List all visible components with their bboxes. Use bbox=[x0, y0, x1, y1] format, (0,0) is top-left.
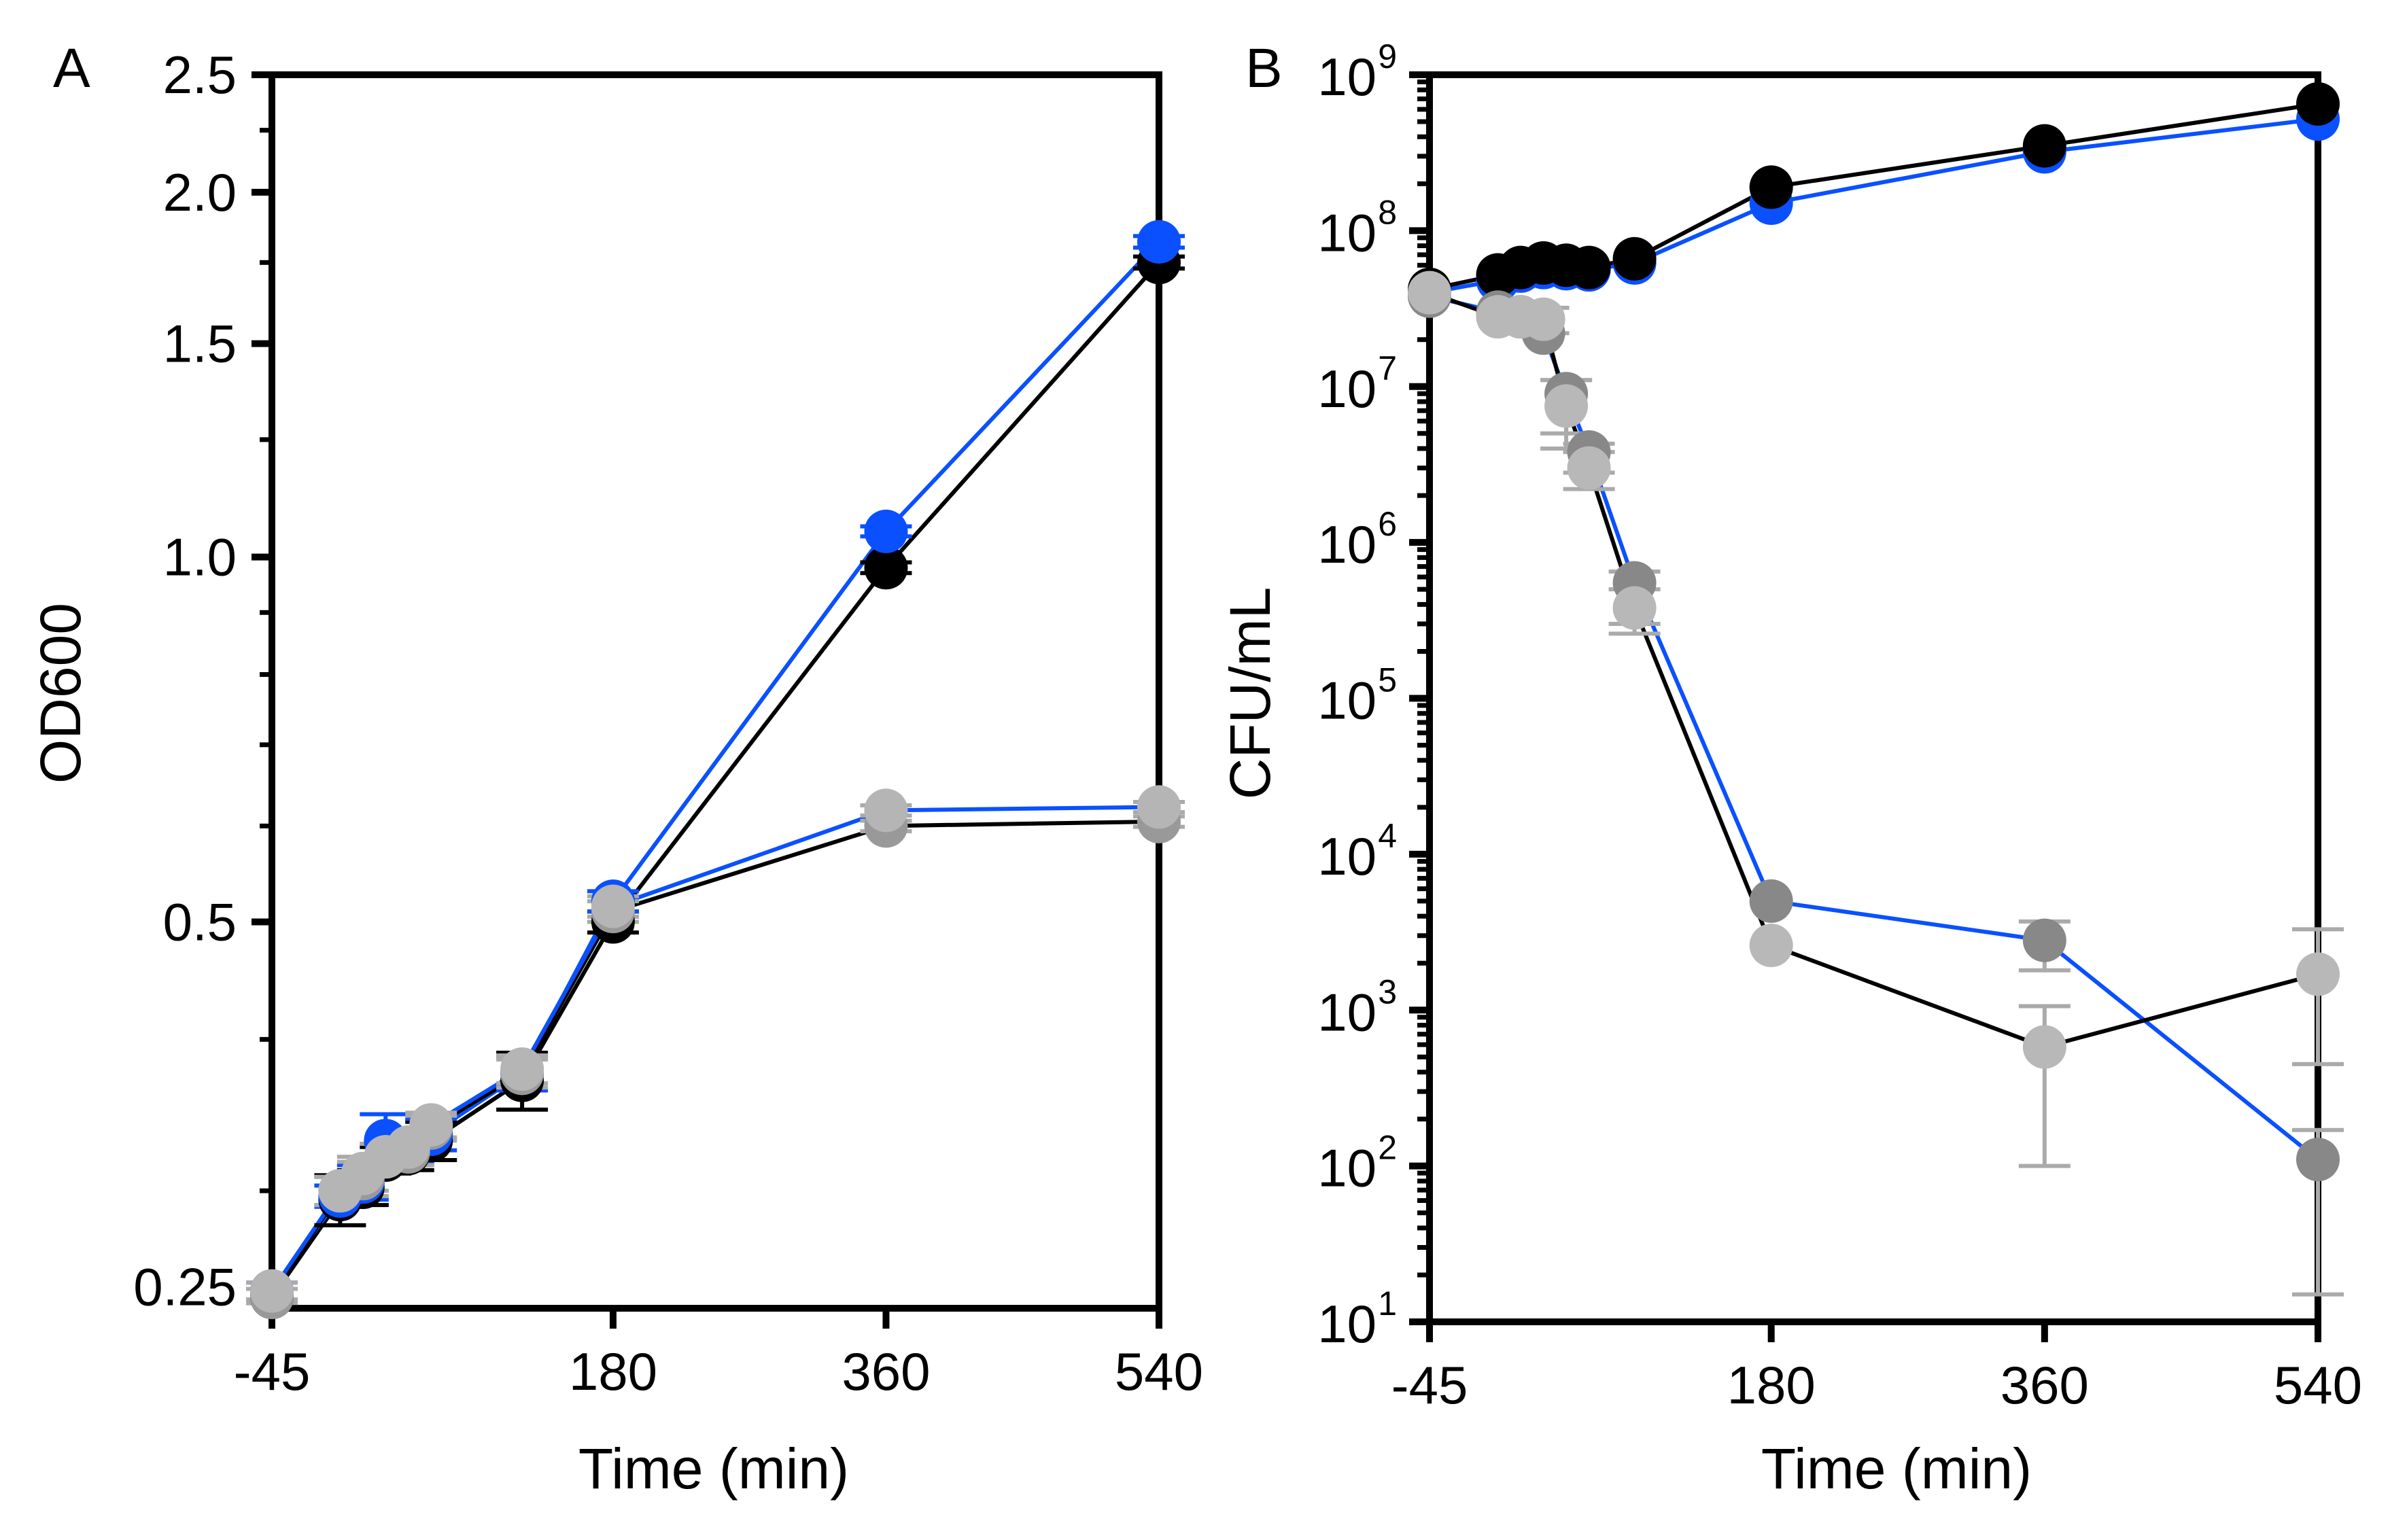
panel-b-y-tick-label: 10 bbox=[1317, 359, 1376, 419]
panel-a-series-3-point bbox=[591, 884, 635, 928]
panel-a-x-tick-label: 360 bbox=[842, 1342, 930, 1401]
panel-b-series-1-point bbox=[2296, 82, 2340, 126]
panel-b-series-3-point bbox=[2296, 952, 2340, 996]
panel-b-y-tick-label: 10 bbox=[1317, 826, 1376, 886]
panel-a-series-3-point bbox=[500, 1047, 544, 1091]
panel-a-axes: -45 180 360 540 0.25 0.5 1.0 1.5 2.0 2.5 bbox=[133, 45, 1203, 1401]
panel-b-y-tick-label: 10 bbox=[1317, 982, 1376, 1042]
panel-b-series-2-point bbox=[2296, 1138, 2340, 1182]
panel-b-y-tick-exponent: 5 bbox=[1378, 661, 1397, 699]
panel-a-y-tick-label: 2.5 bbox=[163, 45, 237, 105]
panel-a-series-1-point bbox=[864, 509, 908, 553]
panel-a: A OD600 Time (min) -45 180 360 540 0.25 0.5 1.… bbox=[29, 37, 1203, 1501]
panel-b-y-axis-title: CFU/mL bbox=[1218, 587, 1282, 800]
panel-a-y-tick-label: 2.0 bbox=[163, 162, 237, 222]
panel-b-series-1-point bbox=[1749, 165, 1793, 209]
panel-b-y-tick-exponent: 3 bbox=[1378, 973, 1397, 1011]
panel-b-y-tick-label: 10 bbox=[1317, 203, 1376, 262]
panel-b-y-tick-exponent: 1 bbox=[1378, 1284, 1397, 1323]
panel-b-series-2-point bbox=[1749, 879, 1793, 923]
panel-b-series-1-point bbox=[1567, 245, 1611, 290]
panel-a-y-tick-label: 1.5 bbox=[163, 314, 237, 374]
panel-b-y-tick-label: 10 bbox=[1317, 47, 1376, 107]
panel-a-series-1-point bbox=[1137, 220, 1181, 264]
panel-a-x-tick-label: -45 bbox=[234, 1342, 311, 1401]
panel-b-y-tick-exponent: 2 bbox=[1378, 1129, 1397, 1167]
panel-b-y-tick-label: 10 bbox=[1317, 1294, 1376, 1354]
panel-a-x-axis-title: Time (min) bbox=[578, 1437, 849, 1501]
panel-a-y-tick-label: 1.0 bbox=[163, 527, 237, 587]
panel-b-x-tick-label: -45 bbox=[1391, 1355, 1468, 1415]
panel-b-series-3-point bbox=[1408, 270, 1451, 315]
panel-b-y-tick-label: 10 bbox=[1317, 514, 1376, 574]
panel-b-y-tick-exponent: 7 bbox=[1378, 349, 1397, 387]
panel-a-x-tick-label: 180 bbox=[569, 1342, 657, 1401]
panel-b-y-tick-exponent: 9 bbox=[1378, 37, 1397, 75]
panel-b-series-3-point bbox=[2022, 1025, 2066, 1069]
panel-b-series-3-point bbox=[1567, 446, 1611, 490]
panel-b-y-tick-label: 10 bbox=[1317, 671, 1376, 731]
panel-a-label: A bbox=[53, 37, 90, 99]
panel-b-series-1-point bbox=[2022, 124, 2066, 168]
panel-a-series-0-point bbox=[864, 546, 908, 590]
panel-b-series-1-point bbox=[1612, 237, 1657, 281]
panel-a-plot-area bbox=[246, 220, 1185, 1320]
panel-a-y-axis-title: OD600 bbox=[29, 603, 92, 784]
panel-a-y-tick-label: 0.25 bbox=[133, 1257, 237, 1316]
panel-b-y-tick-exponent: 6 bbox=[1378, 505, 1397, 543]
panel-b-series-3-point bbox=[1612, 586, 1657, 630]
panel-a-series-2-line bbox=[270, 819, 1160, 1299]
panel-b-series-2-point bbox=[2022, 918, 2066, 962]
panel-b-y-tick-exponent: 8 bbox=[1378, 193, 1397, 231]
panel-b-series-3-point bbox=[1521, 297, 1565, 341]
panel-b-plot-area bbox=[1408, 82, 2344, 1297]
panel-a-series-3-point bbox=[250, 1269, 294, 1313]
panel-a-frame bbox=[269, 71, 1162, 1312]
panel-a-series-3-point bbox=[1137, 785, 1181, 829]
panel-b-x-tick-label: 540 bbox=[2274, 1355, 2362, 1415]
panel-b-x-axis-title: Time (min) bbox=[1761, 1437, 2032, 1501]
panel-b-x-tick-label: 180 bbox=[1727, 1355, 1816, 1415]
panel-a-series-3-point bbox=[864, 788, 908, 833]
panel-a-series-3-point bbox=[409, 1103, 453, 1147]
panel-a-x-tick-label: 540 bbox=[1115, 1342, 1203, 1401]
panel-b-label: B bbox=[1245, 37, 1283, 99]
panel-b-series-3-point bbox=[1749, 924, 1793, 968]
panel-a-y-tick-label: 0.5 bbox=[163, 892, 237, 952]
panel-b-y-tick-label: 10 bbox=[1317, 1138, 1376, 1198]
panel-b-x-tick-label: 360 bbox=[2001, 1355, 2089, 1415]
panel-b-y-tick-exponent: 4 bbox=[1378, 817, 1397, 855]
panel-b-series-3-point bbox=[1544, 384, 1589, 428]
